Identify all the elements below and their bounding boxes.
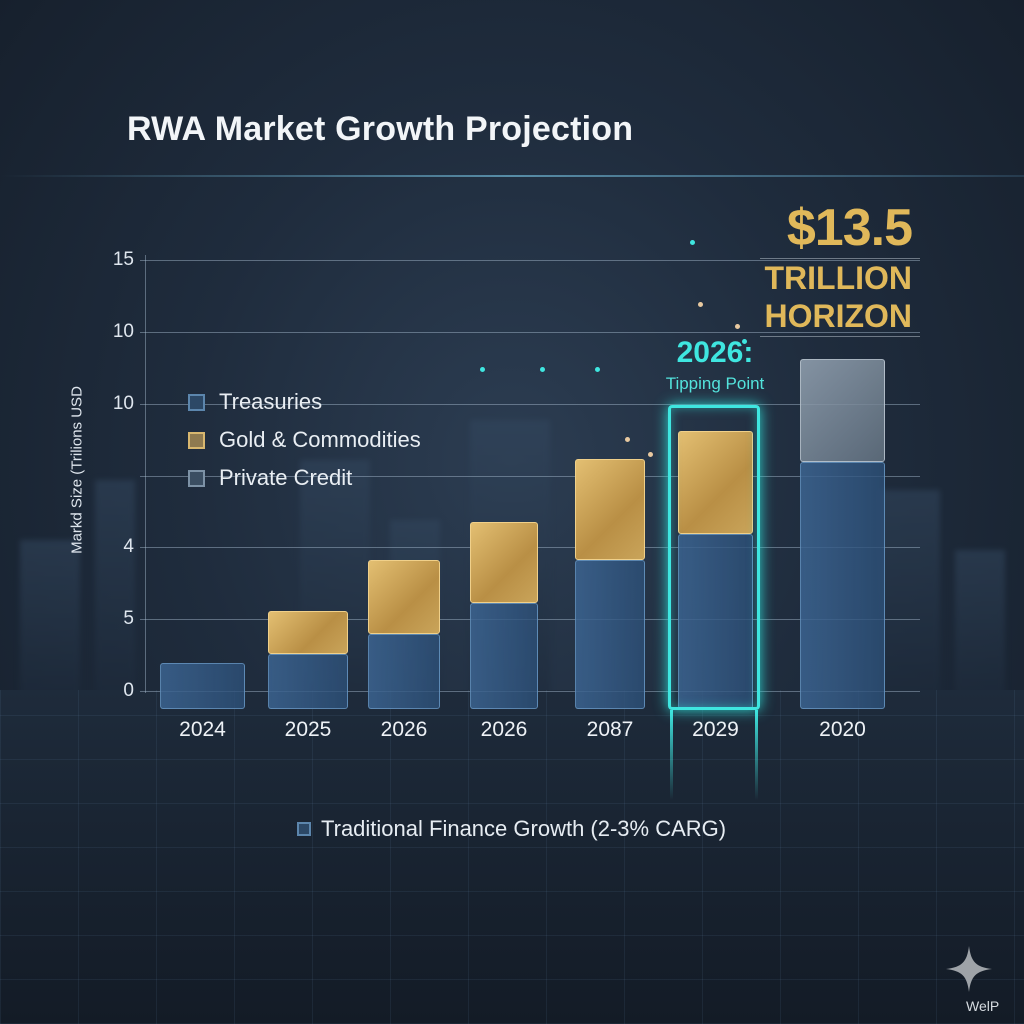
legend: Treasuries Gold & Commodities Private Cr…: [188, 383, 421, 497]
bar-segment-treasuries: [800, 462, 885, 709]
bar-segment-treasuries: [470, 602, 538, 709]
bar-segment-treasuries: [160, 663, 245, 709]
y-tick-label: 15: [112, 249, 134, 270]
y-tick-label: 5: [123, 608, 134, 629]
bar-segment-gold-commodities: [678, 430, 753, 534]
x-tick-label: 2029: [692, 718, 739, 741]
title-divider: [0, 175, 1024, 177]
legend-item-gold-commodities: Gold & Commodities: [188, 421, 421, 459]
chart-title: RWA Market Growth Projection: [127, 110, 634, 148]
y-tick-label: 10: [112, 321, 134, 342]
private-credit-swatch: [188, 469, 205, 487]
bar-2: [368, 0, 440, 1024]
gridline: [140, 260, 920, 261]
treasuries-swatch: [188, 393, 205, 411]
horizon-line-1: TRILLION: [764, 260, 912, 296]
gridline: [140, 404, 920, 405]
bar-segment-gold-commodities: [470, 522, 538, 603]
tipping-point-highlight-box: [668, 405, 760, 710]
bar-5: [678, 0, 753, 1024]
horizon-line-2: HORIZON: [764, 298, 912, 334]
x-tick-label: 2087: [586, 718, 634, 741]
bar-segment-gold-commodities: [268, 611, 348, 655]
y-axis-label: Markd Size (Trilions USD: [68, 386, 86, 554]
bar-segment-treasuries: [268, 654, 348, 709]
x-tick-label: 2020: [819, 718, 866, 741]
bar-segment-treasuries: [678, 533, 753, 709]
x-tick-label: 2026: [380, 718, 428, 741]
legend-label: Treasuries: [219, 389, 323, 414]
gridline: [140, 332, 920, 333]
highlight-beam-right: [755, 710, 758, 800]
brand-label: WelP: [966, 998, 1000, 1014]
sparkle-icon: [944, 944, 994, 999]
y-tick-label: 10: [112, 393, 134, 414]
legend-item-treasuries: Treasuries: [188, 383, 421, 421]
tipping-point-label: Tipping Point: [665, 374, 765, 393]
tipping-point-year: 2026:: [676, 336, 754, 369]
y-tick-label: 0: [123, 680, 134, 701]
x-tick-label: 2026: [480, 718, 528, 741]
x-tick-label: 2024: [179, 718, 226, 741]
perspective-grid-floor: [0, 690, 1024, 1024]
x-tick-label: 2025: [284, 718, 332, 741]
bar-segment-gold-commodities: [575, 459, 645, 560]
bar-segment-treasuries: [368, 634, 440, 709]
bar-segment-private-credit: [800, 358, 885, 463]
horizon-amount: $13.5: [786, 199, 913, 257]
traditional-finance-legend: Traditional Finance Growth (2-3% CARG): [297, 816, 726, 842]
legend-item-private-credit: Private Credit: [188, 459, 421, 497]
horizon-rule-top: [760, 258, 920, 259]
bar-3: [470, 0, 538, 1024]
y-tick-label: 4: [123, 536, 134, 557]
bar-segment-gold-commodities: [368, 559, 440, 635]
highlight-beam-left: [670, 710, 673, 800]
legend-label: Gold & Commodities: [219, 427, 421, 452]
horizon-rule-bottom: [760, 336, 920, 337]
bar-1: [268, 0, 348, 1024]
gold-swatch: [188, 431, 205, 449]
traditional-finance-swatch: [297, 822, 311, 836]
bar-4: [575, 0, 645, 1024]
y-axis-line: [145, 255, 146, 693]
bar-6: [800, 0, 885, 1024]
legend-label: Private Credit: [219, 465, 353, 490]
gridline: [140, 476, 920, 477]
bar-segment-treasuries: [575, 559, 645, 709]
traditional-finance-label: Traditional Finance Growth (2-3% CARG): [321, 816, 727, 841]
bar-0: [160, 0, 245, 1024]
